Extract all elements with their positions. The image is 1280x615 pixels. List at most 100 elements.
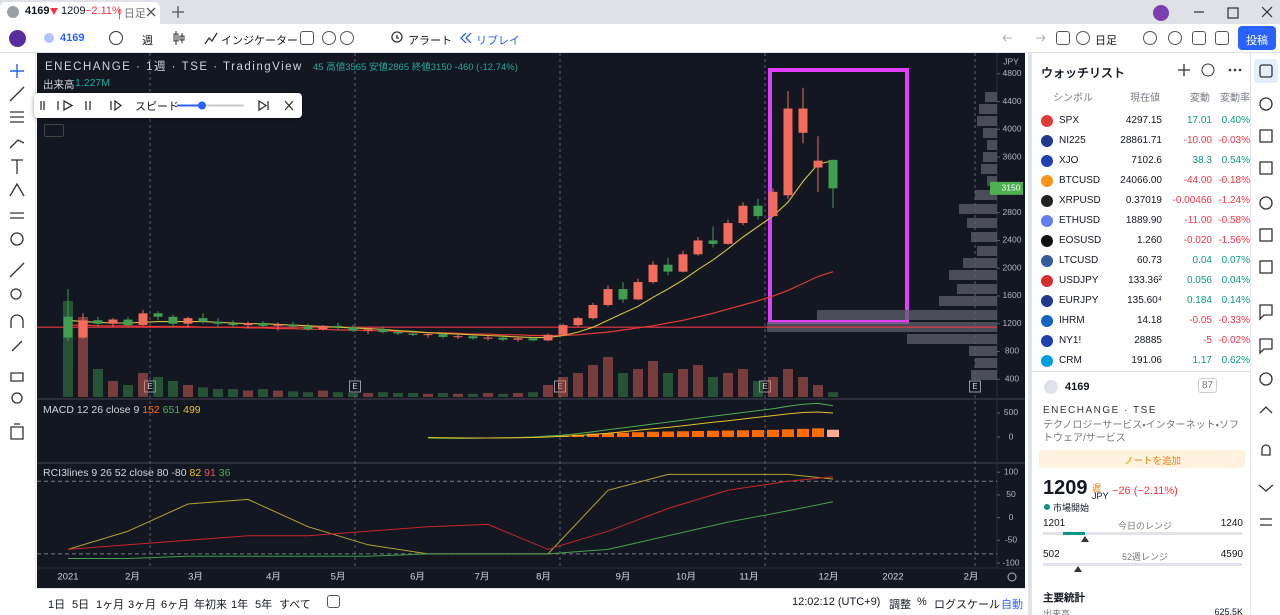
watchlist-row[interactable]: LTCUSD 60.73 0.04 0.07% bbox=[1032, 251, 1253, 271]
auto-button[interactable]: 自動 bbox=[1001, 599, 1023, 611]
sidebar-buttons[interactable] bbox=[1251, 53, 1280, 615]
watch-symbol: IHRM bbox=[1059, 315, 1085, 326]
watch-change: -5 bbox=[1203, 335, 1212, 346]
earnings-marker: E bbox=[972, 382, 977, 391]
range-button[interactable]: 1日 bbox=[48, 599, 66, 611]
indicators-button[interactable]: インジケーター bbox=[221, 35, 298, 47]
range-button[interactable]: 5日 bbox=[72, 599, 90, 611]
volume-bar bbox=[543, 385, 553, 397]
range-button[interactable]: 3ヶ月 bbox=[128, 599, 157, 611]
close-tab[interactable] bbox=[146, 7, 156, 17]
watchlist-row[interactable]: CRM 191.06 1.17 0.62% bbox=[1032, 351, 1253, 371]
watchlist-row[interactable]: ETHUSD 1889.90 -11.00 -0.58% bbox=[1032, 211, 1253, 231]
watch-change: -0.00466 bbox=[1172, 195, 1212, 206]
watchlist-row[interactable]: NY1! 28885 -5 -0.02% bbox=[1032, 331, 1253, 351]
range-button[interactable]: 1ヶ月 bbox=[96, 599, 125, 611]
volume-bar bbox=[78, 317, 88, 397]
watchlist-row[interactable]: XRPUSD 0.37019 -0.00466 -1.24% bbox=[1032, 191, 1253, 211]
watchlist-row[interactable]: BTCUSD 24066.00 -44.00 -0.18% bbox=[1032, 171, 1253, 191]
watchlist-row[interactable]: EURJPY 135.60⁴ 0.184 0.14% bbox=[1032, 291, 1253, 311]
select-layout[interactable] bbox=[1056, 31, 1070, 45]
watchlist-row[interactable]: EOSUSD 1.260 -0.020 -1.56% bbox=[1032, 231, 1253, 251]
chart[interactable]: E E E E EJPY48004400400036002800240020001600… bbox=[37, 53, 1025, 588]
volume-bar bbox=[408, 393, 418, 397]
search[interactable] bbox=[1143, 31, 1157, 45]
candle-body bbox=[453, 336, 463, 338]
chart-type[interactable] bbox=[172, 30, 186, 46]
layout-2[interactable] bbox=[340, 31, 354, 45]
templates[interactable] bbox=[300, 31, 314, 45]
alert-icon bbox=[391, 31, 403, 43]
y-tick-label: 2000 bbox=[1003, 262, 1022, 272]
publish-button[interactable] bbox=[1238, 26, 1276, 50]
x-tick-label: 2022 bbox=[882, 572, 903, 583]
volume-bar bbox=[273, 390, 283, 397]
fullscreen[interactable] bbox=[1192, 31, 1206, 45]
y-tick-label: 1200 bbox=[1003, 318, 1022, 328]
watch-change: -0.05 bbox=[1189, 315, 1212, 326]
macd-label: MACD 12 26 close 9 bbox=[43, 404, 140, 416]
profile[interactable] bbox=[1153, 5, 1169, 21]
stats-title: 主要統計 bbox=[1043, 592, 1085, 604]
adjust-button[interactable]: 調整 bbox=[889, 599, 911, 611]
compare-button[interactable] bbox=[109, 31, 123, 45]
watch-price: 1.260 bbox=[1136, 235, 1162, 246]
timeframe-select[interactable]: 日足 bbox=[1095, 35, 1117, 47]
details-industry: テクノロジーサービス・インターネット・ソフトウェア/サービス bbox=[1043, 420, 1239, 444]
icon-part bbox=[204, 32, 218, 45]
candle-body bbox=[708, 240, 718, 244]
watchlist-title[interactable]: ウォッチリスト bbox=[1041, 66, 1126, 80]
watch-symbol: XJO bbox=[1059, 155, 1079, 166]
drawing-tools[interactable] bbox=[0, 53, 35, 588]
day-range-marker bbox=[1081, 536, 1089, 542]
alert-button[interactable]: アラート bbox=[408, 35, 452, 47]
x-tick-label: 5月 bbox=[331, 572, 346, 583]
volume-profile bbox=[963, 258, 997, 268]
log-button[interactable]: ログスケール bbox=[934, 599, 1000, 611]
browser-tab[interactable] bbox=[0, 2, 160, 24]
range-button[interactable]: 1年 bbox=[231, 599, 249, 611]
layout[interactable] bbox=[322, 31, 336, 45]
goto-date[interactable] bbox=[327, 595, 340, 608]
volume-bar bbox=[213, 389, 223, 397]
candle-body bbox=[558, 325, 568, 335]
cloud[interactable] bbox=[1076, 31, 1090, 45]
range-button[interactable]: 5年 bbox=[255, 599, 273, 611]
watchlist-row[interactable]: XJO 7102.6 38.3 0.54% bbox=[1032, 151, 1253, 171]
watchlist-row[interactable]: USDJPY 133.36² 0.056 0.04% bbox=[1032, 271, 1253, 291]
settings[interactable] bbox=[1168, 31, 1182, 45]
tab-symbol: 4169 bbox=[25, 5, 50, 17]
earnings-box bbox=[554, 380, 566, 393]
watchlist-row[interactable]: IHRM 14.18 -0.05 -0.33% bbox=[1032, 311, 1253, 331]
replay-button[interactable]: リプレイ bbox=[476, 35, 520, 47]
symbol-search[interactable]: 4169 bbox=[60, 32, 85, 44]
symbol-icon bbox=[1041, 115, 1053, 127]
replay-controls[interactable] bbox=[34, 93, 302, 118]
range-button[interactable]: 6ヶ月 bbox=[161, 599, 190, 611]
collapse-button[interactable] bbox=[44, 124, 64, 137]
volume-profile bbox=[971, 370, 997, 380]
candle-body bbox=[528, 338, 538, 341]
undo-redo[interactable] bbox=[1000, 32, 1050, 44]
window-controls[interactable] bbox=[1190, 4, 1275, 20]
icon-part bbox=[1260, 518, 1272, 526]
interval-button[interactable]: 週 bbox=[142, 35, 153, 47]
right-sidebar bbox=[1250, 53, 1280, 615]
earnings-marker: E bbox=[557, 382, 562, 391]
watch-symbol: NI225 bbox=[1059, 135, 1086, 146]
watchlist-row[interactable]: NI225 28861.71 -10.00 -0.03% bbox=[1032, 131, 1253, 151]
new-tab[interactable] bbox=[172, 6, 184, 18]
range-button[interactable]: 年初来 bbox=[194, 599, 227, 611]
watchlist-row[interactable]: SPX 4297.15 17.01 0.40% bbox=[1032, 111, 1253, 131]
percent-button[interactable]: % bbox=[917, 596, 927, 608]
snapshot[interactable] bbox=[1215, 31, 1229, 45]
logo[interactable] bbox=[9, 30, 26, 47]
watch-change-pct: -0.18% bbox=[1218, 175, 1250, 186]
range-button[interactable]: すべて bbox=[279, 599, 311, 611]
candle-body bbox=[378, 329, 388, 333]
macd-histogram bbox=[737, 430, 749, 438]
highlight-box[interactable] bbox=[768, 68, 909, 324]
watchlist-actions[interactable] bbox=[1177, 63, 1247, 77]
x-tick-label: 12月 bbox=[818, 572, 838, 583]
add-note-button[interactable] bbox=[1039, 450, 1245, 468]
